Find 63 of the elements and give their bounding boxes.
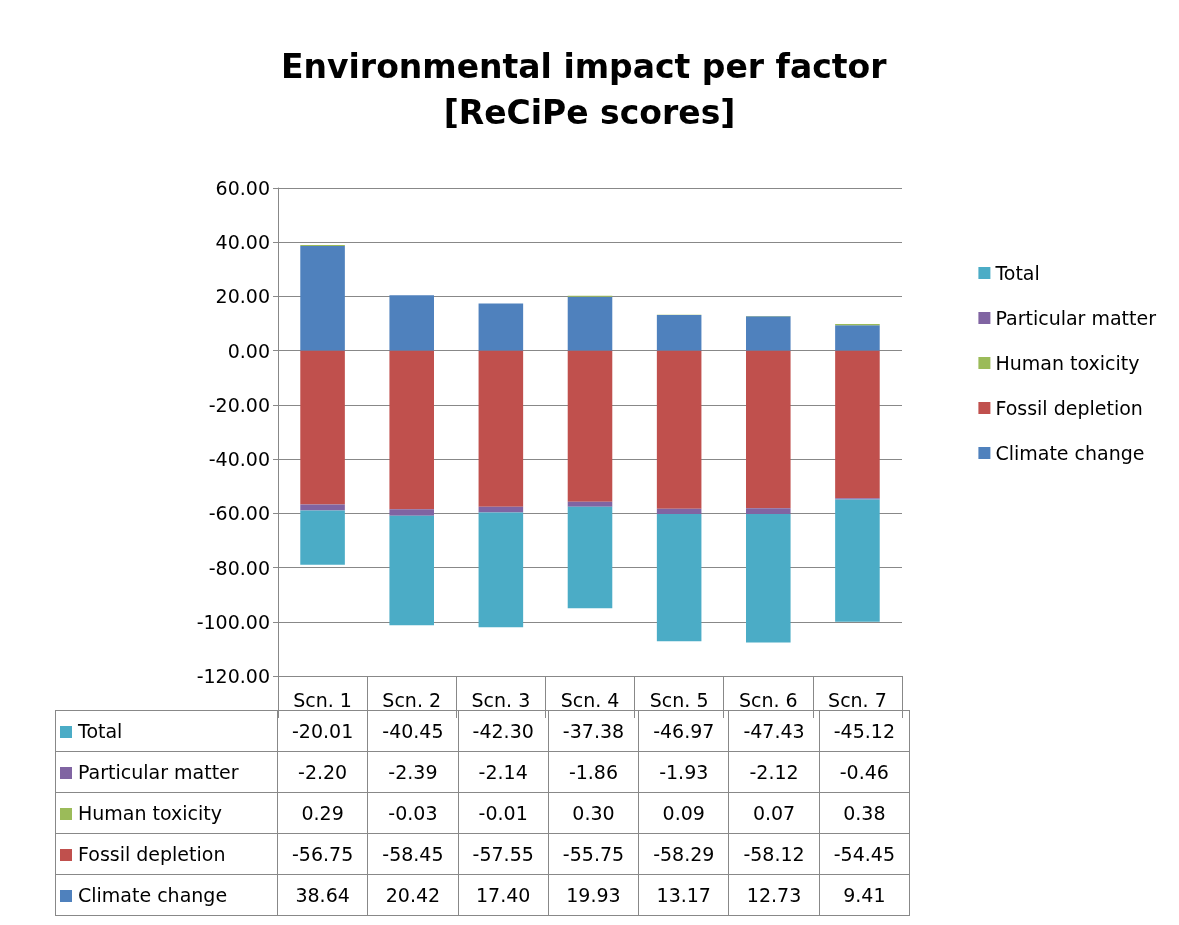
data-label: 13.17: [638, 874, 729, 916]
data-label: -37.38: [548, 710, 639, 752]
y-tick-label: -40.00: [208, 448, 270, 471]
data-label: -0.03: [367, 792, 459, 834]
data-label: -42.30: [458, 710, 549, 752]
data-label: -47.43: [728, 710, 820, 752]
data-label: -2.20: [277, 751, 368, 793]
data-label: 19.93: [548, 874, 639, 916]
chart-title: Environmental impact per factor [ReCiPe scores]: [281, 46, 898, 132]
data-label: 9.41: [819, 874, 910, 916]
x-tick-label: Scn. 1: [293, 688, 352, 711]
data-label: -2.39: [367, 751, 459, 793]
x-tick-label: Scn. 2: [382, 688, 442, 711]
data-label: 0.38: [819, 792, 910, 834]
data-label: -20.01: [277, 710, 368, 752]
data-label: -1.93: [638, 751, 729, 793]
x-tick-label: Scn. 5: [649, 688, 709, 711]
data-label: -2.14: [458, 751, 549, 793]
y-tick-label: 40.00: [215, 231, 270, 254]
data-label: -56.75: [277, 833, 368, 875]
data-label: 0.09: [638, 792, 729, 834]
y-tick-label: -20.00: [208, 393, 270, 416]
data-label: -58.29: [638, 833, 729, 875]
data-label: 12.73: [728, 874, 820, 916]
data-label: -58.12: [728, 833, 820, 875]
data-label: -40.45: [367, 710, 459, 752]
legend-label: Particular matter: [995, 307, 1157, 329]
y-tick-label: 0.00: [227, 339, 270, 362]
text: Climate change: [78, 884, 228, 906]
x-tick-label: Scn. 6: [738, 688, 798, 711]
legend-label: Fossil depletion: [995, 397, 1143, 419]
y-tick-label: 20.00: [215, 285, 270, 308]
data-label: -1.86: [548, 751, 639, 793]
text: Total: [995, 262, 1040, 284]
data-label: 38.64: [277, 874, 368, 916]
y-tick-label: -100.00: [196, 610, 270, 633]
legend-label: Total: [55, 710, 278, 752]
data-label: -46.97: [638, 710, 729, 752]
data-label: -0.01: [458, 792, 549, 834]
data-label: 0.29: [277, 792, 368, 834]
data-label: -58.45: [367, 833, 459, 875]
data-label: 20.42: [367, 874, 459, 916]
x-tick-label: Scn. 7: [828, 688, 887, 711]
x-tick-label: Scn. 4: [560, 688, 620, 711]
legend-label: Climate change: [995, 442, 1145, 464]
data-label: -55.75: [548, 833, 639, 875]
data-label: 0.07: [728, 792, 820, 834]
x-tick-label: Scn. 3: [471, 688, 531, 711]
data-label: 0.30: [548, 792, 639, 834]
data-label: -54.45: [819, 833, 910, 875]
y-tick-label: 60.00: [215, 177, 270, 199]
legend-label: Human toxicity: [995, 352, 1140, 374]
data-label: -0.46: [819, 751, 910, 793]
data-label: -45.12: [819, 710, 910, 752]
data-label: 17.40: [458, 874, 549, 916]
y-tick-label: -80.00: [208, 556, 270, 579]
text: Human toxicity: [78, 802, 222, 824]
y-tick-label: -60.00: [208, 502, 270, 525]
data-label: -57.55: [458, 833, 549, 875]
text: Particular matter: [78, 761, 239, 783]
text: Fossil depletion: [78, 843, 226, 865]
data-label: -2.12: [728, 751, 820, 793]
y-tick-label: -120.00: [196, 665, 270, 687]
